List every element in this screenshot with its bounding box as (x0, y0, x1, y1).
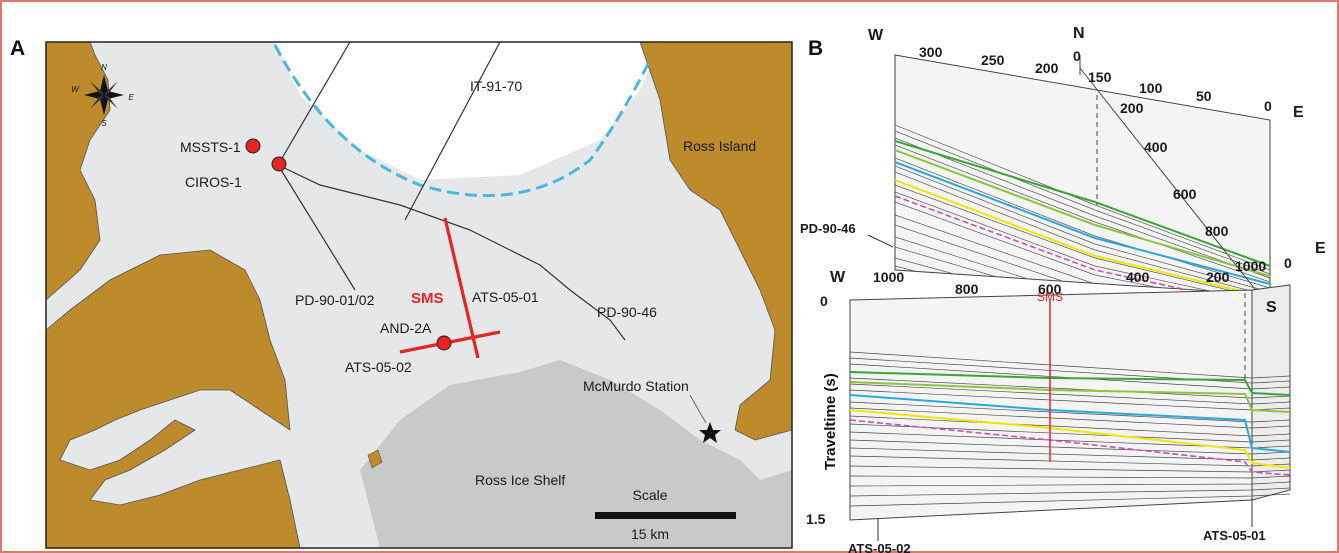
label-ciros: CIROS-1 (185, 174, 242, 190)
upper-tick: 100 (1139, 80, 1163, 96)
y-tick-1-5: 1.5 (806, 511, 826, 527)
line-pd9001-north (277, 42, 351, 166)
lower-seismic-reflectors (850, 351, 1290, 507)
lower-tick: 400 (1126, 269, 1150, 285)
label-b-ats0501: ATS-05-01 (1203, 528, 1266, 543)
label-b-ats0502: ATS-05-02 (848, 541, 911, 553)
lower-w-label: W (830, 269, 846, 286)
y-axis-title: Traveltime (s) (822, 373, 839, 470)
upper-tick: 250 (981, 52, 1005, 68)
compass-w: W (71, 85, 80, 94)
seismic-lines (277, 42, 626, 341)
map-border (45, 41, 793, 549)
upper-w-label: W (868, 27, 884, 44)
scale-bar: Scale 15 km (595, 487, 736, 542)
label-ross-ice-shelf: Ross Ice Shelf (475, 472, 565, 488)
label-pd9001: PD-90-01/02 (295, 292, 375, 308)
mssts-site-dot[interactable] (245, 138, 261, 154)
open-water (275, 42, 660, 180)
lower-tick: 200 (1206, 269, 1230, 285)
upper-tick: 0 (1073, 48, 1081, 64)
lower-top-ticks: 1000 800 600 400 200 0 (873, 255, 1292, 297)
line-pd9001-south (277, 164, 356, 291)
label-mssts: MSSTS-1 (180, 139, 241, 155)
label-it9170: IT-91-70 (470, 78, 522, 94)
mcmurdo-star-icon[interactable] (699, 422, 721, 443)
label-ats0501: ATS-05-01 (472, 289, 539, 305)
mcmurdo-leader (689, 394, 707, 424)
diag-tick: 800 (1205, 223, 1229, 239)
ice-edge-line (273, 44, 652, 198)
upper-e-label: E (1293, 104, 1304, 121)
upper-n-label: N (1073, 25, 1085, 42)
lower-e-label: E (1315, 240, 1326, 257)
upper-tick: 300 (919, 44, 943, 60)
panel-b: B (800, 25, 1326, 553)
compass-e: E (128, 93, 134, 102)
diag-tick: 400 (1144, 139, 1168, 155)
lower-tick: 800 (955, 281, 979, 297)
upper-seismic-reflectors (895, 124, 1270, 295)
lower-s-label: S (1266, 299, 1277, 316)
ciros-site-dot[interactable] (271, 156, 287, 172)
diag-tick: 600 (1173, 186, 1197, 202)
diag-tick: 200 (1120, 100, 1144, 116)
diag-tick: 1000 (1235, 258, 1266, 274)
ross-ice-shelf (360, 360, 792, 548)
upper-tick: 200 (1035, 60, 1059, 76)
pd9046-leader (867, 234, 894, 248)
upper-tick: 0 (1264, 98, 1272, 114)
small-island (367, 449, 383, 469)
scale-bar-rect (595, 512, 736, 519)
lower-tick: 1000 (873, 269, 904, 285)
upper-tick: 150 (1088, 69, 1112, 85)
compass-rose-icon: N S E W (71, 63, 134, 128)
label-sms: SMS (411, 290, 444, 307)
y-tick-0: 0 (820, 293, 828, 309)
ross-island-land (639, 42, 792, 441)
upper-diag-edge (1079, 67, 1263, 299)
west-land-south (46, 249, 301, 548)
and2a-site-dot[interactable] (436, 335, 452, 351)
compass-n: N (101, 63, 107, 72)
panel-a-letter: A (10, 37, 25, 60)
label-ats0502: ATS-05-02 (345, 359, 412, 375)
panel-b-letter: B (808, 37, 823, 60)
scale-title: Scale (632, 487, 667, 503)
line-pd9046 (277, 164, 626, 341)
west-land-north (46, 42, 111, 301)
upper-diag-ticks: 200 400 600 800 1000 (1120, 100, 1266, 274)
scale-label: 15 km (631, 526, 669, 542)
label-b-pd9046: PD-90-46 (800, 221, 856, 236)
line-it9170 (404, 42, 501, 221)
panel-a: A (10, 37, 793, 549)
sms-line-ats0501 (443, 217, 480, 359)
label-mcmurdo: McMurdo Station (583, 378, 689, 394)
label-pd9046: PD-90-46 (597, 304, 657, 320)
lower-tick: 0 (1284, 255, 1292, 271)
lower-tick: 600 (1038, 281, 1062, 297)
compass-s: S (101, 119, 107, 128)
upper-tick: 50 (1196, 88, 1212, 104)
label-b-sms: SMS (1037, 290, 1063, 304)
label-and2a: AND-2A (380, 320, 432, 336)
upper-top-ticks: 300 250 200 0 150 100 50 0 (919, 44, 1272, 114)
label-ross-island: Ross Island (683, 138, 756, 154)
